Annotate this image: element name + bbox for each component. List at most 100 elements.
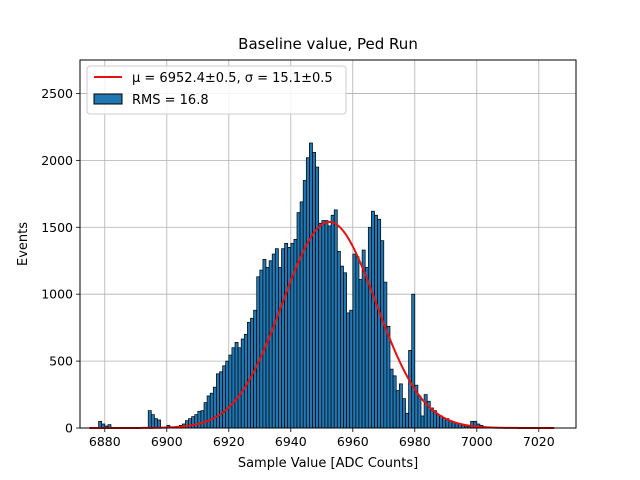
histogram-bar xyxy=(451,422,456,429)
histogram-bar xyxy=(200,410,205,429)
y-tick-label: 0 xyxy=(65,421,73,436)
histogram-bar xyxy=(392,375,397,429)
histogram-bar xyxy=(287,246,292,429)
x-tick-label: 6960 xyxy=(337,434,369,449)
histogram-bar xyxy=(420,415,425,429)
histogram-bar xyxy=(234,342,239,429)
x-tick-label: 6880 xyxy=(89,434,121,449)
y-axis-label: Events xyxy=(16,222,31,266)
histogram-bar xyxy=(231,347,236,429)
histogram-bar xyxy=(247,321,251,429)
histogram-bar xyxy=(154,418,158,429)
histogram-bar xyxy=(302,180,307,429)
x-axis-label: Sample Value [ADC Counts] xyxy=(238,456,418,471)
histogram-bar xyxy=(274,248,279,429)
histogram-bar xyxy=(259,269,264,429)
histogram-bar xyxy=(343,272,347,429)
histogram-bar xyxy=(318,222,323,429)
histogram-bar xyxy=(147,410,152,429)
histogram-bar xyxy=(398,383,403,429)
histogram-bar xyxy=(358,279,363,429)
histogram-bar xyxy=(340,265,344,429)
histogram-bar xyxy=(386,325,391,429)
histogram-bar xyxy=(240,338,245,429)
legend: μ = 6952.4±0.5, σ = 15.1±0.5 RMS = 16.8 xyxy=(86,65,347,115)
histogram-bar xyxy=(216,373,220,429)
histogram-bar xyxy=(212,386,217,429)
histogram-bar xyxy=(278,267,282,429)
y-tick-label: 2000 xyxy=(41,153,73,168)
y-axis-ticks: 0 500 1000 1500 2000 2500 xyxy=(41,86,80,436)
histogram-bar xyxy=(228,354,233,429)
x-tick-label: 7020 xyxy=(523,434,555,449)
histogram-bar xyxy=(299,201,304,429)
histogram-bar xyxy=(374,214,378,429)
histogram-bar xyxy=(355,256,360,429)
histogram-bar xyxy=(309,142,313,429)
histogram-bar xyxy=(380,240,385,429)
legend-histogram-swatch xyxy=(93,93,123,105)
x-tick-label: 6900 xyxy=(151,434,183,449)
histogram-bar xyxy=(206,395,211,429)
histogram-bar xyxy=(305,157,310,429)
legend-box xyxy=(86,65,347,115)
histogram-bar xyxy=(191,416,196,429)
histogram-bar xyxy=(408,350,413,429)
legend-rms-label: RMS = 16.8 xyxy=(132,93,209,108)
histogram-bar xyxy=(352,253,357,429)
histogram-bar xyxy=(405,412,409,429)
y-tick-label: 500 xyxy=(49,354,73,369)
y-tick-label: 2500 xyxy=(41,86,73,101)
histogram-bar xyxy=(417,395,422,429)
histogram-bar xyxy=(150,414,155,429)
x-tick-label: 7000 xyxy=(461,434,493,449)
histogram-bar xyxy=(312,151,316,429)
x-axis-ticks: 6880 6900 6920 6940 6960 6980 7000 7020 xyxy=(89,428,555,449)
histogram-bar xyxy=(383,281,388,429)
histogram-bar xyxy=(436,414,440,429)
histogram-bar xyxy=(265,267,270,429)
histogram-bar xyxy=(402,398,406,429)
histogram-bar xyxy=(219,371,223,429)
histogram-bar xyxy=(98,420,103,429)
histogram-bar xyxy=(197,410,202,429)
x-tick-label: 6940 xyxy=(275,434,307,449)
histogram-bar xyxy=(194,414,199,429)
histogram-bar xyxy=(321,220,326,429)
histogram-bar xyxy=(284,242,289,429)
histogram-bar xyxy=(262,259,267,429)
histogram-bar xyxy=(256,276,261,429)
histogram-bar xyxy=(203,402,208,429)
histogram-bar xyxy=(423,394,428,429)
histogram-bar xyxy=(281,248,285,429)
histogram-bar xyxy=(395,390,400,429)
plot-frame xyxy=(79,59,577,429)
legend-fit-label: μ = 6952.4±0.5, σ = 15.1±0.5 xyxy=(132,71,333,86)
histogram-bar xyxy=(237,347,242,429)
histogram-bar xyxy=(296,212,301,429)
histogram-bar xyxy=(411,293,416,429)
histogram-bar xyxy=(327,225,332,429)
y-tick-label: 1500 xyxy=(41,220,73,235)
histogram-bar xyxy=(290,242,295,429)
histogram-bar xyxy=(209,392,214,429)
histogram-bar xyxy=(268,260,273,429)
x-tick-label: 6980 xyxy=(399,434,431,449)
histogram-bar xyxy=(330,214,335,429)
y-tick-label: 1000 xyxy=(41,287,73,302)
histogram-bar xyxy=(377,218,382,429)
chart-title: Baseline value, Ped Run xyxy=(238,35,418,53)
histogram-bar xyxy=(389,368,394,429)
histogram-bar xyxy=(349,309,354,429)
histogram-bar xyxy=(271,253,276,429)
histogram-bar xyxy=(222,365,227,429)
histogram-bar xyxy=(371,210,375,429)
histogram-bar xyxy=(225,360,230,429)
x-tick-label: 6920 xyxy=(213,434,245,449)
histogram-bar xyxy=(324,220,329,429)
histogram-bar xyxy=(333,209,338,429)
histogram-bar xyxy=(367,226,372,429)
histogram-bar xyxy=(364,267,369,429)
histogram-bar xyxy=(336,251,341,429)
